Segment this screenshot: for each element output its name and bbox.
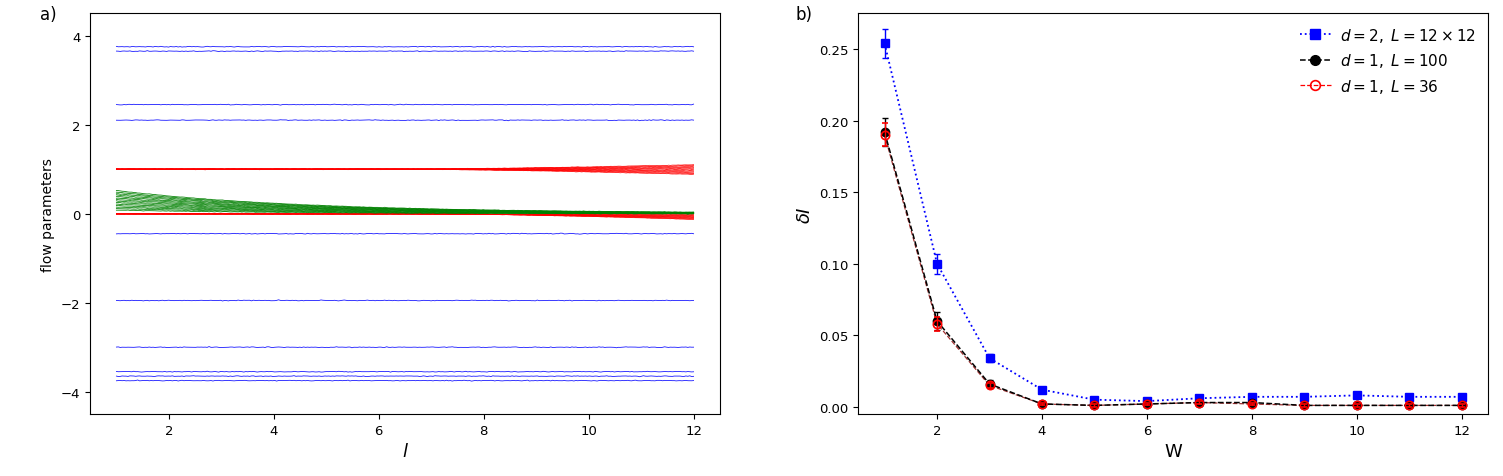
Text: b): b) (795, 6, 812, 24)
Y-axis label: δI: δI (795, 206, 813, 222)
Y-axis label: flow parameters: flow parameters (41, 158, 56, 271)
X-axis label: l: l (403, 442, 407, 460)
Legend: $d=2,\ L=12\times 12$, $d=1,\ L=100$, $d=1,\ L=36$: $d=2,\ L=12\times 12$, $d=1,\ L=100$, $d… (1296, 22, 1480, 100)
X-axis label: W: W (1165, 442, 1181, 460)
Text: a): a) (39, 6, 57, 24)
